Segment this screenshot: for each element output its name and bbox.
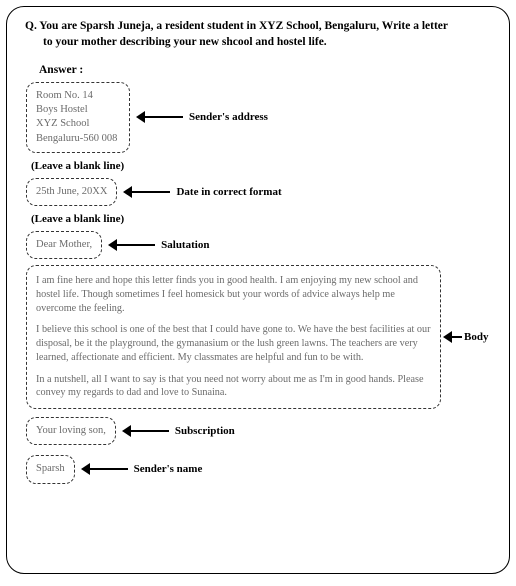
date-row: 25th June, 20XX Date in correct format: [26, 178, 495, 206]
subscription-row: Your loving son, Subscription: [26, 417, 495, 445]
question-prefix: Q.: [25, 20, 37, 32]
label-salutation: Salutation: [161, 239, 209, 251]
body-paragraph: I am fine here and hope this letter find…: [36, 274, 431, 315]
address-line: Boys Hostel: [36, 103, 120, 117]
address-row: Room No. 14 Boys Hostel XYZ School Benga…: [26, 82, 495, 153]
arrow-left-icon: [136, 111, 183, 123]
salutation-row: Dear Mother, Salutation: [26, 231, 495, 259]
subscription-box: Your loving son,: [26, 417, 116, 445]
arrow-left-icon: [443, 331, 462, 343]
question-line2: to your mother describing your new shcoo…: [25, 35, 495, 51]
label-date: Date in correct format: [176, 186, 281, 198]
hint-blank-line: (Leave a blank line): [31, 160, 495, 172]
arrow-left-icon: [81, 463, 128, 475]
label-body: Body: [464, 331, 488, 343]
hint-blank-line: (Leave a blank line): [31, 213, 495, 225]
body-paragraph: In a nutshell, all I want to say is that…: [36, 373, 431, 401]
address-box: Room No. 14 Boys Hostel XYZ School Benga…: [26, 82, 130, 153]
address-line: Room No. 14: [36, 89, 120, 103]
sender-name-box: Sparsh: [26, 455, 75, 483]
body-box: I am fine here and hope this letter find…: [26, 265, 441, 409]
body-paragraph: I believe this school is one of the best…: [36, 323, 431, 364]
arrow-left-icon: [108, 239, 155, 251]
question-line1: You are Sparsh Juneja, a resident studen…: [39, 20, 448, 32]
arrow-left-icon: [123, 186, 170, 198]
date-box: 25th June, 20XX: [26, 178, 117, 206]
question-text: Q. You are Sparsh Juneja, a resident stu…: [21, 19, 495, 50]
address-line: Bengaluru-560 008: [36, 132, 120, 146]
label-subscription: Subscription: [175, 425, 235, 437]
answer-label: Answer :: [39, 64, 495, 76]
arrow-left-icon: [122, 425, 169, 437]
body-row: I am fine here and hope this letter find…: [21, 265, 495, 409]
label-sender-address: Sender's address: [189, 111, 268, 123]
sender-name-row: Sparsh Sender's name: [26, 455, 495, 483]
salutation-box: Dear Mother,: [26, 231, 102, 259]
letter-example-container: Q. You are Sparsh Juneja, a resident stu…: [6, 6, 510, 574]
address-line: XYZ School: [36, 117, 120, 131]
label-sender-name: Sender's name: [134, 463, 203, 475]
